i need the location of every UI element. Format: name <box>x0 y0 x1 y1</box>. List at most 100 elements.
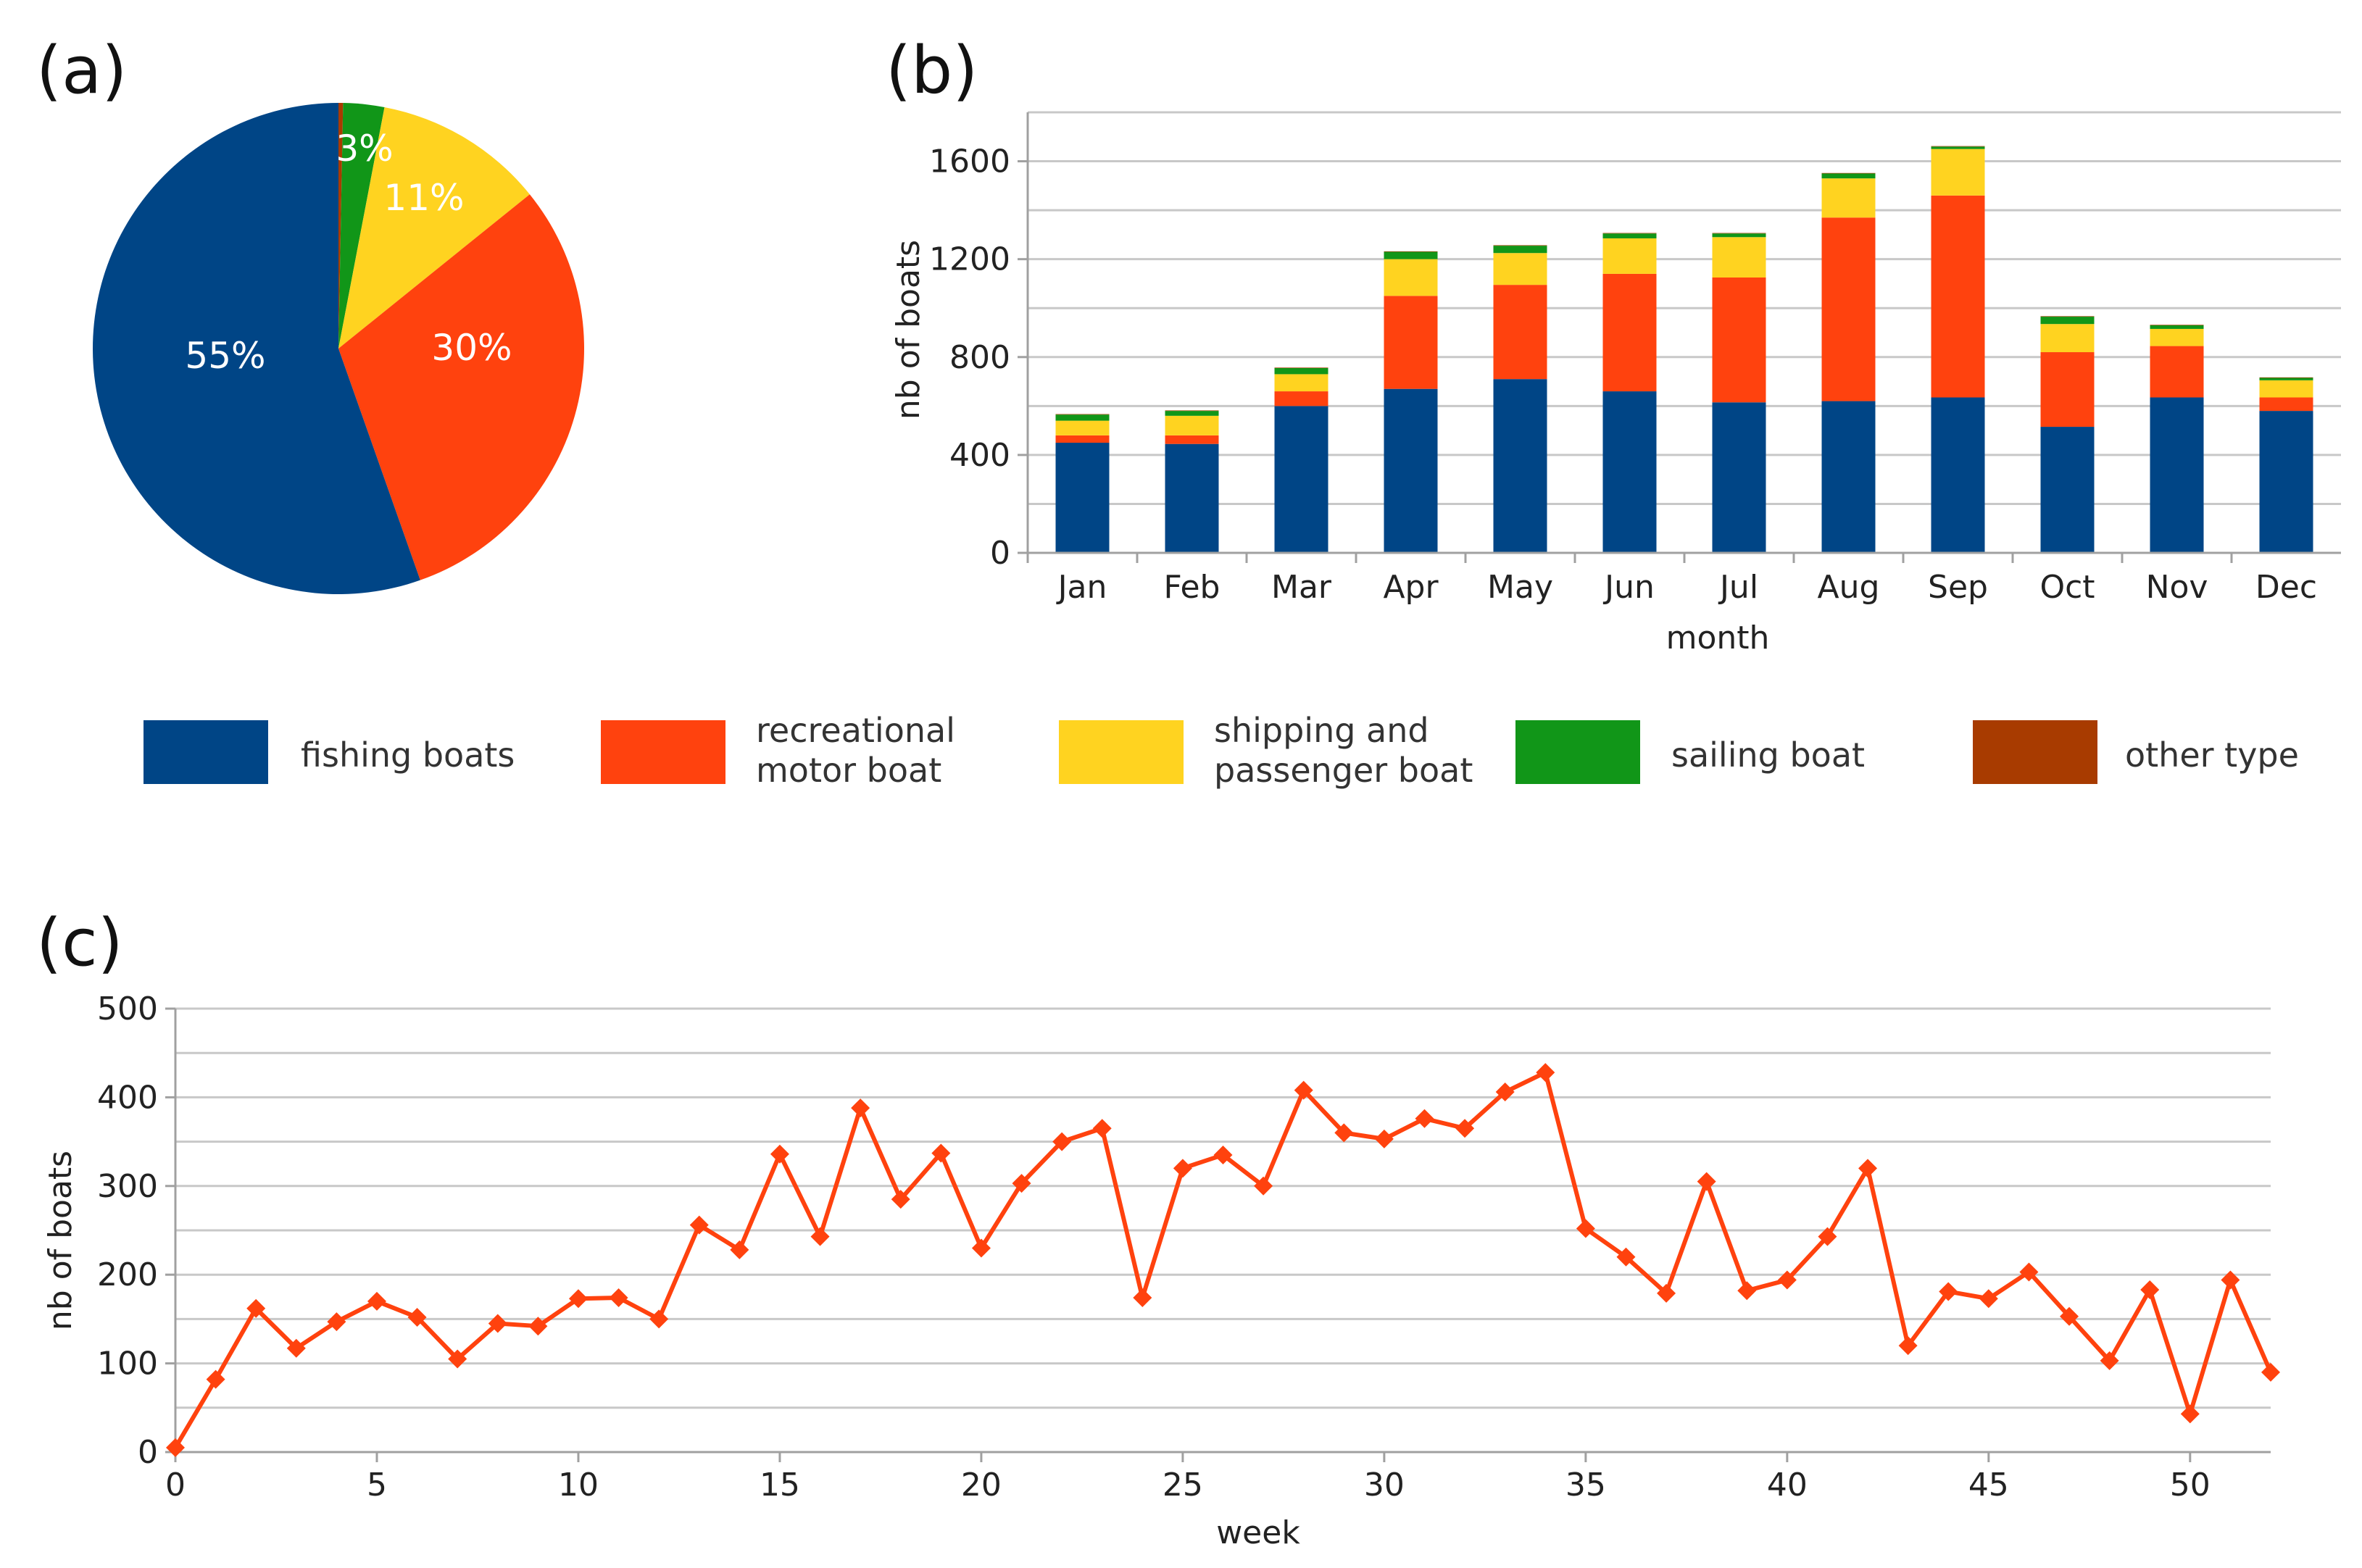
bar-segment-fishing <box>1384 388 1438 553</box>
legend-label-other: other type <box>2125 735 2299 775</box>
weekly-point <box>649 1309 669 1329</box>
bar-segment-other <box>1712 233 1766 234</box>
bar-segment-recreational <box>1165 435 1219 444</box>
pie-chart: 3% 11% 30% 55% <box>93 103 585 594</box>
bar-segment-fishing <box>1821 401 1876 553</box>
pie-label-recreational: 30% <box>431 327 512 369</box>
weekly-point <box>327 1312 346 1332</box>
bar-segment-shipping <box>1602 238 1657 274</box>
bar-segment-recreational <box>1384 296 1438 389</box>
legend-label-shipping: passenger boat <box>1214 751 1473 790</box>
weekly-point <box>1576 1219 1595 1238</box>
bar-x-tick-label: Sep <box>1928 569 1988 606</box>
bar-chart-x-axis-title: month <box>1666 620 1770 656</box>
bar-segment-sailing <box>2040 317 2095 325</box>
weekly-point <box>1939 1282 1958 1301</box>
bar-y-tick-label: 800 <box>949 339 1010 376</box>
pie-slice-fishing <box>93 103 420 594</box>
line-y-tick-label: 400 <box>97 1079 158 1116</box>
line-x-tick-label: 45 <box>1968 1467 2009 1504</box>
weekly-point <box>931 1143 951 1163</box>
bar-segment-shipping <box>1821 178 1876 218</box>
bar-x-tick-label: Aug <box>1818 569 1880 606</box>
weekly-point <box>1697 1172 1716 1191</box>
panel-label-c: (c) <box>36 905 123 981</box>
weekly-point <box>1495 1083 1515 1102</box>
weekly-point <box>1536 1063 1555 1083</box>
weekly-point <box>448 1349 467 1369</box>
bar-x-tick-label: Apr <box>1383 569 1439 606</box>
stacked-bar-chart: 0 400 800 1200 1600 Jan Feb Mar Apr May Jun Jul Aug S… <box>890 111 2341 656</box>
bar-y-tick-label: 1200 <box>929 241 1010 278</box>
weekly-point <box>286 1338 306 1358</box>
weekly-line-chart: 0 100 200 300 400 500 0 5 10 15 20 25 30 35 40 45 50 wee… <box>42 991 2280 1551</box>
bar-segment-sailing <box>1165 411 1219 416</box>
legend-swatch-recreational <box>601 720 725 784</box>
bar-x-tick-label: Nov <box>2146 569 2208 606</box>
bar-y-tick-label: 0 <box>990 535 1010 572</box>
bar-segment-recreational <box>1055 435 1110 443</box>
bar-segment-fishing <box>1055 443 1110 553</box>
bar-segment-recreational <box>1712 278 1766 403</box>
line-chart-axes: 0 100 200 300 400 500 0 5 10 15 20 25 30 35 40 45 50 <box>97 991 2271 1504</box>
bar-segment-fishing <box>1931 397 1985 553</box>
weekly-point <box>528 1317 548 1336</box>
legend-label-shipping: shipping and <box>1214 711 1429 750</box>
weekly-point <box>2019 1262 2039 1282</box>
bar-segment-fishing <box>2150 397 2204 553</box>
bar-y-tick-label: 1600 <box>929 143 1010 180</box>
bar-x-tick-label: Mar <box>1271 569 1332 606</box>
bar-segment-sailing <box>1931 146 1985 149</box>
pie-slice-recreational <box>338 194 585 580</box>
weekly-point <box>1294 1080 1313 1100</box>
weekly-point <box>206 1369 225 1389</box>
bar-segment-recreational <box>2040 352 2095 428</box>
bar-segment-sailing <box>2259 378 2313 380</box>
weekly-point <box>1979 1289 1998 1309</box>
bar-segment-sailing <box>1384 251 1438 259</box>
bar-segment-shipping <box>2040 324 2095 353</box>
bar-segment-recreational <box>1274 391 1328 406</box>
bar-segment-shipping <box>1712 237 1766 278</box>
weekly-point <box>1415 1109 1434 1128</box>
bar-segment-fishing <box>1274 406 1328 553</box>
weekly-point <box>246 1298 266 1318</box>
bar-x-tick-label: May <box>1487 569 1553 606</box>
bar-segment-sailing <box>1274 367 1328 375</box>
bar-segment-sailing <box>2150 325 2204 329</box>
legend-label-recreational: motor boat <box>756 751 941 790</box>
line-y-tick-label: 200 <box>97 1256 158 1293</box>
weekly-point <box>609 1288 628 1308</box>
panel-label-a: (a) <box>36 33 127 109</box>
pie-slice-sailing <box>338 103 385 349</box>
bar-segment-other <box>1493 245 1547 246</box>
weekly-point <box>1616 1247 1636 1267</box>
weekly-point <box>2100 1351 2119 1370</box>
bar-segment-sailing <box>1602 233 1657 238</box>
bar-segment-other <box>1165 410 1219 412</box>
bar-x-tick-label: Dec <box>2255 569 2317 606</box>
bar-segment-fishing <box>1165 443 1219 553</box>
pie-label-shipping: 11% <box>383 177 464 219</box>
bar-x-tick-label: Jan <box>1056 569 1107 606</box>
weekly-point <box>166 1438 185 1457</box>
bar-chart-bars <box>1055 146 2313 553</box>
bar-chart-axes: 0 400 800 1200 1600 Jan Feb Mar Apr May Jun Jul Aug S… <box>929 112 2341 606</box>
weekly-point <box>1898 1336 1918 1356</box>
line-x-tick-label: 15 <box>760 1467 800 1504</box>
bar-segment-recreational <box>2150 346 2204 398</box>
legend-label-recreational: recreational <box>756 711 955 750</box>
weekly-point <box>488 1314 507 1333</box>
weekly-point <box>1254 1176 1273 1196</box>
line-y-tick-label: 300 <box>97 1168 158 1205</box>
weekly-point <box>891 1190 910 1209</box>
weekly-point <box>810 1227 830 1246</box>
line-chart-gridlines <box>175 1007 2271 1409</box>
line-x-tick-label: 30 <box>1364 1467 1405 1504</box>
weekly-point <box>1777 1270 1797 1290</box>
bar-segment-fishing <box>2040 427 2095 553</box>
weekly-point <box>2180 1404 2200 1424</box>
weekly-point <box>689 1215 709 1235</box>
weekly-point <box>770 1144 789 1164</box>
